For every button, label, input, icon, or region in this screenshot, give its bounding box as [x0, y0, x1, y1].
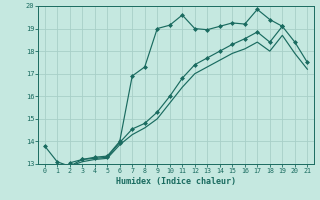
X-axis label: Humidex (Indice chaleur): Humidex (Indice chaleur)	[116, 177, 236, 186]
